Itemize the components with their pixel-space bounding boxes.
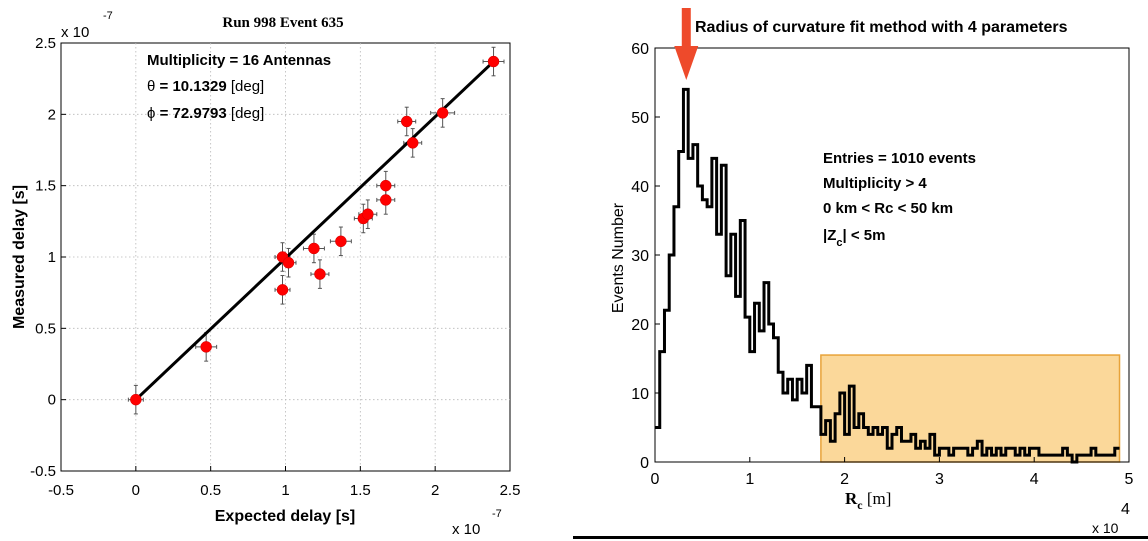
right-y-tick-label: 40 [631, 179, 649, 196]
left-chart-title: Run 998 Event 635 [222, 15, 343, 31]
theta-value: = 10.1329 [155, 78, 226, 95]
right-y-tick-label: 20 [631, 317, 649, 334]
right-y-tick-label: 30 [631, 248, 649, 265]
right-x-tick-label: 5 [1125, 471, 1134, 488]
zc-suffix: | < 5m [842, 227, 885, 244]
left-x-axis-label: Expected delay [s] [215, 508, 356, 525]
data-point [308, 242, 320, 255]
data-point [276, 284, 289, 296]
data-point [282, 256, 295, 269]
peak-arrow-icon [674, 8, 699, 80]
left-x-tick-label: 2.5 [500, 482, 521, 499]
left-annotation-multiplicity: Multiplicity = 16 Antennas [147, 52, 331, 69]
right-x-multiplier: x 10 [1092, 520, 1119, 536]
histogram-line [655, 87, 1120, 464]
left-y-tick-label: 0.5 [35, 320, 56, 337]
left-x-tick-label: -0.5 [48, 482, 74, 499]
data-point [380, 179, 392, 192]
data-point [200, 341, 212, 353]
left-y-multiplier: x 10 [61, 24, 89, 41]
left-y-tick-label: 1.5 [35, 178, 56, 195]
left-y-tick-label: -0.5 [30, 463, 56, 480]
left-x-tick-label: 1 [281, 482, 289, 499]
phi-symbol: ϕ [147, 105, 155, 122]
left-x-tick-label: 0.5 [200, 482, 221, 499]
data-point [380, 194, 392, 206]
right-chart-title: Radius of curvature fit method with 4 pa… [695, 19, 1068, 36]
right-x-tick-label: 1 [745, 471, 754, 488]
data-point [400, 115, 413, 128]
rc-subscript: c [857, 498, 863, 512]
left-x-tick-label: 0 [132, 482, 140, 499]
data-point [314, 268, 326, 280]
left-x-tick-label: 2 [431, 482, 439, 499]
fit-line [134, 60, 495, 401]
data-point [436, 107, 449, 119]
theta-symbol: θ [147, 78, 155, 95]
right-annotation-rc-range: 0 km < Rc < 50 km [823, 200, 953, 217]
left-x-multiplier: x 10 [452, 521, 480, 538]
phi-value: = 72.9793 [155, 105, 226, 122]
right-x-tick-label: 3 [935, 471, 944, 488]
left-y-tick-labels: -0.5 0 0.5 1 1.5 2 2.5 [30, 35, 56, 480]
left-x-tick-label: 1.5 [350, 482, 371, 499]
right-annotation-multiplicity: Multiplicity > 4 [823, 175, 927, 192]
right-annotation-entries: Entries = 1010 events [823, 150, 976, 167]
zc-subscript: c [836, 237, 842, 249]
left-annotation-block: Multiplicity = 16 Antennas θ = 10.1329 [… [147, 52, 331, 122]
left-x-multiplier-exp: -7 [492, 508, 502, 520]
delay-scatter-chart: -0.5 0 0.5 1 1.5 2 2.5 -0.5 0 0.5 1 1.5 2 2.5 Run 99… [11, 10, 520, 538]
left-annotation-phi: ϕ = 72.9793 [deg] [147, 105, 264, 122]
right-x-multiplier-exp: 4 [1121, 501, 1130, 518]
data-point [487, 55, 500, 68]
data-point [335, 235, 347, 248]
peak-arrow-head [674, 46, 699, 80]
right-y-tick-labels: 0 10 20 30 40 50 60 [631, 41, 660, 472]
right-x-tick-label: 4 [1030, 471, 1039, 488]
right-y-tick-label: 0 [640, 455, 649, 472]
tail-highlight-region [820, 354, 1121, 463]
peak-arrow-shaft [681, 8, 691, 48]
theta-unit: [deg] [227, 78, 265, 95]
left-y-tick-label: 1 [48, 249, 56, 266]
right-y-axis-label: Events Number [610, 202, 627, 313]
right-annotation-block: Entries = 1010 events Multiplicity > 4 0… [823, 150, 976, 249]
phi-unit: [deg] [227, 105, 265, 122]
zc-prefix: |Z [823, 227, 836, 244]
right-annotation-zc: |Zc| < 5m [823, 227, 885, 249]
left-y-axis-label: Measured delay [s] [11, 185, 28, 329]
right-plot-frame [654, 47, 1130, 463]
right-annotation-rc-range-text: 0 km < Rc < 50 km [823, 200, 953, 217]
rc-symbol: R [845, 489, 858, 508]
left-y-multiplier-exp: -7 [103, 10, 113, 22]
right-x-axis-label: Rc [m] [845, 489, 891, 512]
data-point [406, 137, 419, 149]
left-annotation-multiplicity-text: Multiplicity = 16 Antennas [147, 52, 331, 69]
data-point [130, 393, 142, 406]
right-annotation-multiplicity-text: Multiplicity > 4 [823, 175, 927, 192]
left-fit-line-group [134, 60, 495, 401]
right-y-tick-label: 10 [631, 386, 649, 403]
data-point [362, 208, 374, 220]
left-points [130, 55, 500, 406]
rc-unit: [m] [863, 489, 892, 508]
left-y-tick-label: 2.5 [35, 35, 56, 52]
right-x-tick-label: 0 [651, 471, 660, 488]
left-annotation-theta: θ = 10.1329 [deg] [147, 78, 264, 95]
left-x-tick-labels: -0.5 0 0.5 1 1.5 2 2.5 [48, 482, 520, 499]
right-annotation-entries-text: Entries = 1010 events [823, 150, 976, 167]
right-x-tick-label: 2 [840, 471, 849, 488]
left-y-tick-label: 2 [48, 106, 56, 123]
right-y-tick-label: 50 [631, 110, 649, 127]
left-y-tick-label: 0 [48, 392, 56, 409]
radius-histogram-chart: 0 1 2 3 4 5 0 10 20 30 40 50 60 Radius of curvature… [573, 7, 1148, 539]
right-y-tick-label: 60 [631, 41, 649, 58]
